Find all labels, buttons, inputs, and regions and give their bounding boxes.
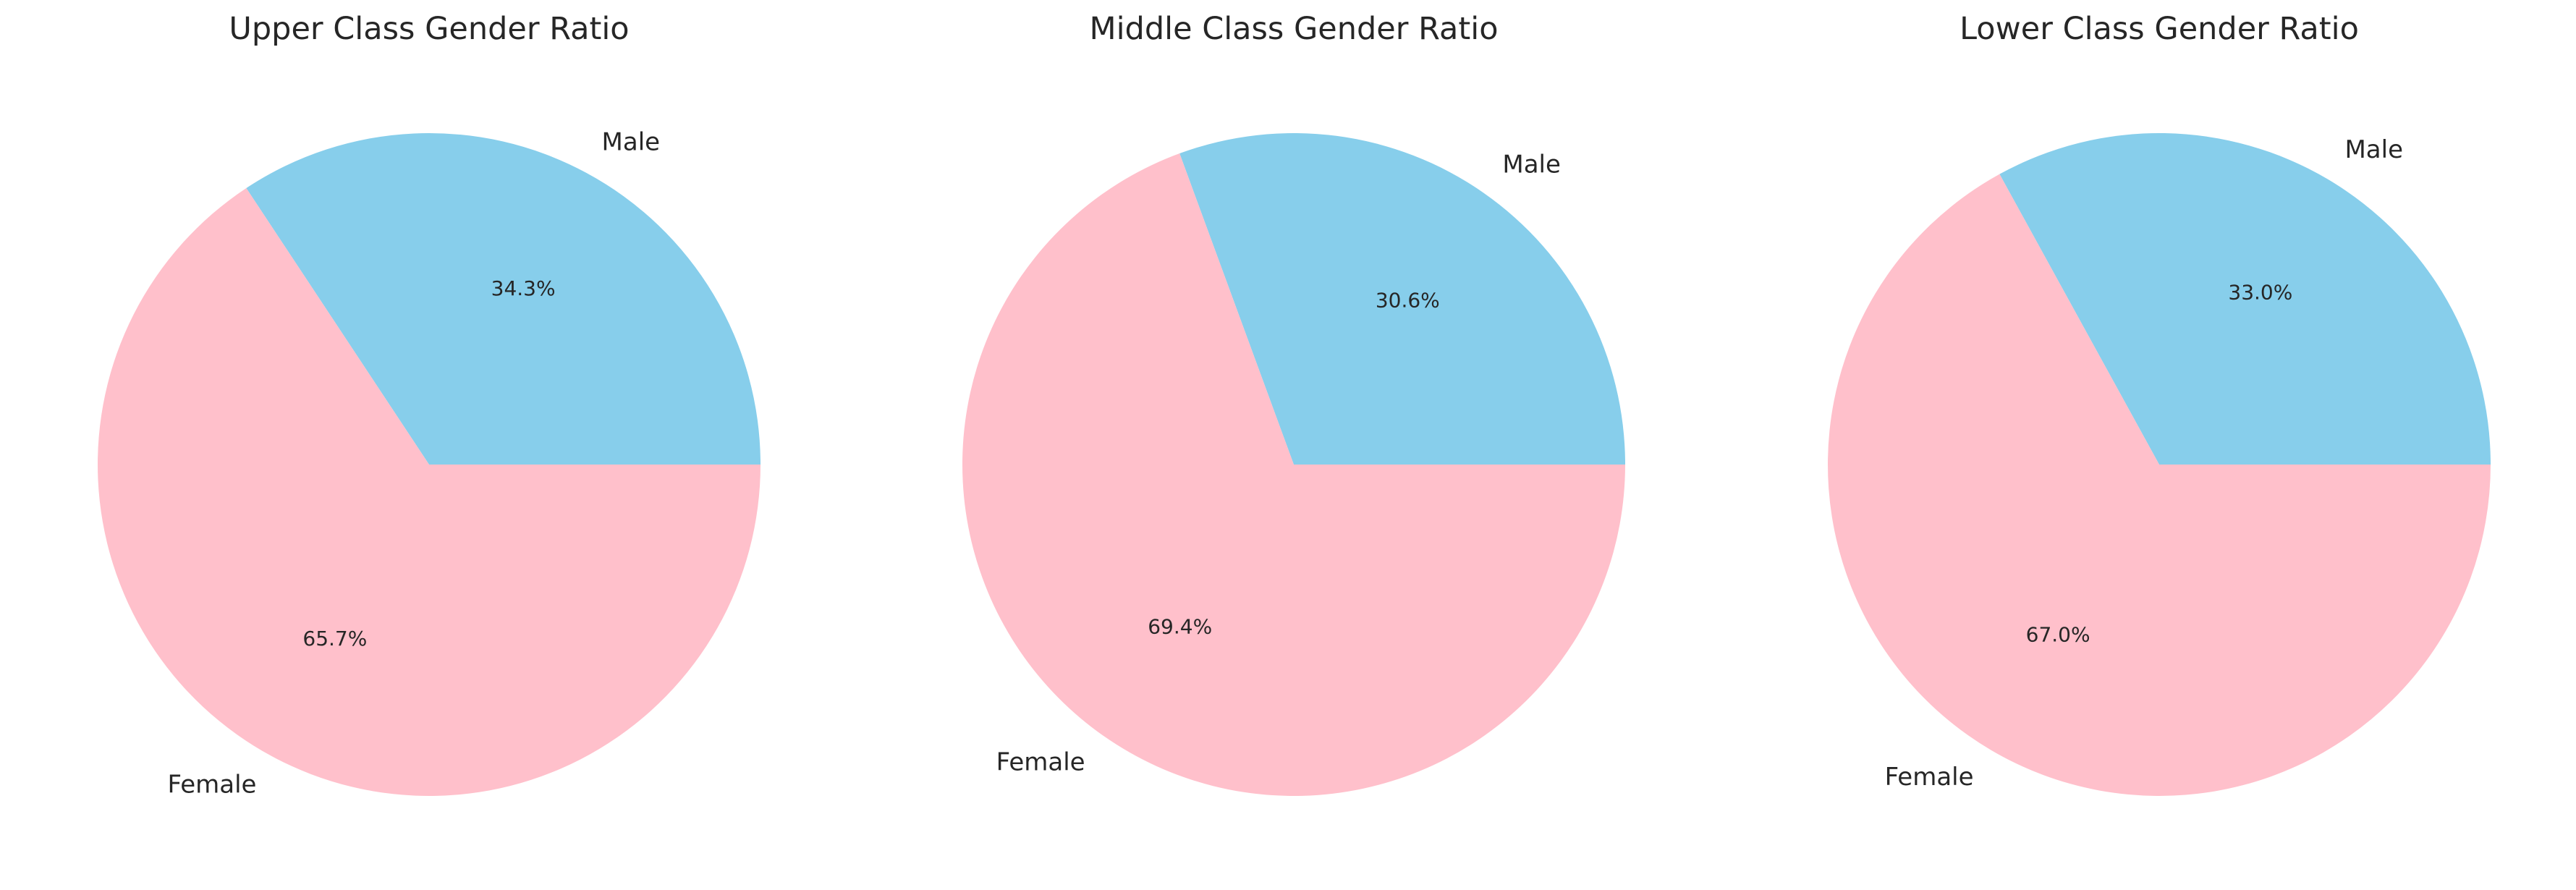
slice-category-label: Male (1502, 150, 1561, 179)
chart-title: Middle Class Gender Ratio (1089, 11, 1498, 47)
chart-title: Lower Class Gender Ratio (1959, 11, 2359, 47)
pie-slice-female (98, 187, 760, 797)
pie-labels: Male 34.3% Female 65.7% (168, 128, 661, 800)
pie-labels: Male 33.0% Female 67.0% (1885, 135, 2403, 792)
slice-category-label: Male (602, 128, 661, 157)
slice-percent-label: 33.0% (2228, 280, 2292, 304)
slice-percent-label: 69.4% (1148, 614, 1212, 638)
pie-slices (98, 133, 760, 797)
pie-labels: Male 30.6% Female 69.4% (996, 150, 1561, 776)
pie-slice-female (1828, 174, 2491, 797)
chart-title: Upper Class Gender Ratio (229, 11, 629, 47)
pie-slice-male (1179, 133, 1625, 465)
slice-percent-label: 34.3% (491, 276, 556, 300)
slice-percent-label: 30.6% (1376, 289, 1440, 313)
slice-category-label: Female (996, 748, 1085, 777)
slice-category-label: Female (168, 770, 257, 799)
pie-slice-male (246, 133, 760, 465)
pie-slices (962, 133, 1625, 797)
slice-percent-label: 65.7% (302, 627, 367, 650)
pie-chart-middle: Middle Class Gender Ratio Male 30.6% Femal… (962, 11, 1625, 797)
pie-slice-female (962, 153, 1625, 797)
pie-chart-lower: Lower Class Gender Ratio Male 33.0% Female… (1828, 11, 2491, 797)
pie-slices (1828, 133, 2491, 797)
slice-percent-label: 67.0% (2026, 623, 2090, 647)
slice-category-label: Female (1885, 763, 1974, 792)
pie-slice-male (1999, 133, 2491, 465)
slice-category-label: Male (2344, 135, 2403, 164)
pie-chart-upper: Upper Class Gender Ratio Male 34.3% Female… (98, 11, 760, 799)
